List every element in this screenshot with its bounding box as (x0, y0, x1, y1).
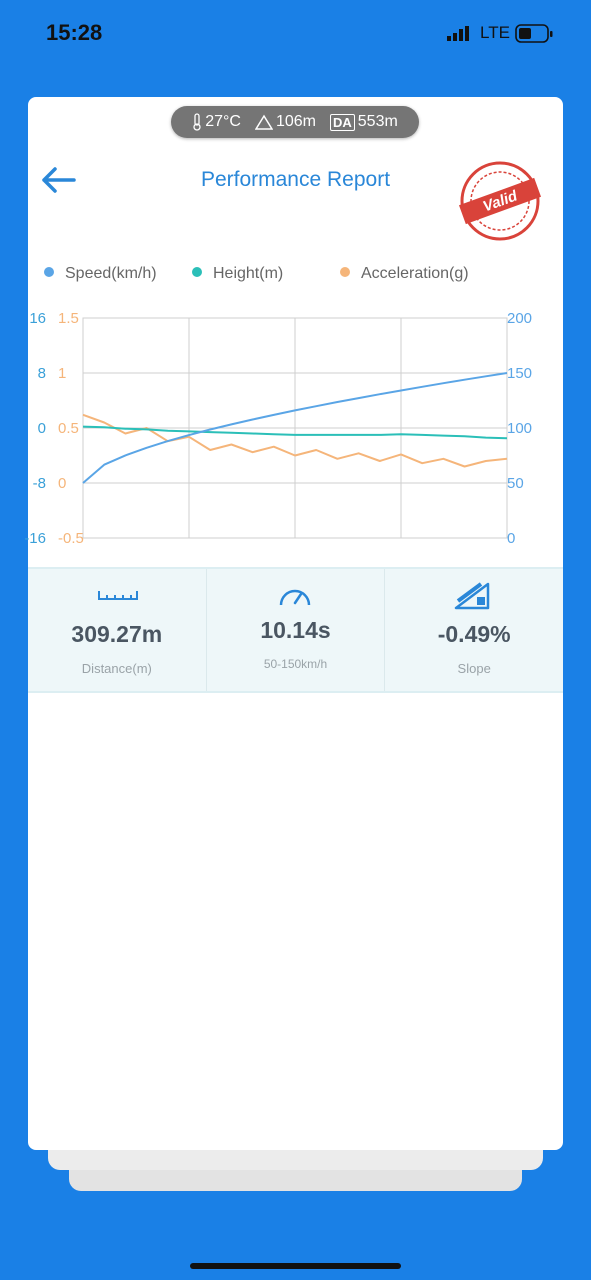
back-button[interactable] (40, 165, 80, 195)
stat-value: 309.27m (71, 621, 163, 647)
altitude-value: 106m (275, 113, 316, 130)
y2-tick-label: 0 (507, 530, 515, 547)
legend-label: Speed(km/h) (65, 265, 157, 282)
stat-label: Slope (457, 661, 491, 676)
series-line (82, 425, 508, 440)
y2-tick-label: 50 (507, 475, 524, 492)
y-tick-label: 1 (58, 365, 66, 382)
legend-label: Acceleration(g) (361, 265, 469, 282)
network-type: LTE (480, 23, 510, 42)
y3-tick-label: 16 (29, 310, 46, 327)
thermometer-icon (193, 113, 201, 131)
ruler-icon (98, 591, 138, 600)
y3-tick-label: -16 (24, 530, 46, 547)
stat-value: -0.49% (437, 621, 511, 647)
conditions-pill: 27°C 106m DA 553m (171, 106, 419, 138)
gauge-icon (279, 589, 310, 606)
y-tick-label: 1.5 (58, 310, 79, 327)
stat: 309.27m Distance(m) (28, 569, 207, 691)
battery-icon (515, 24, 553, 43)
stat-value: 10.14s (260, 617, 331, 643)
stat-label: Distance(m) (81, 661, 152, 676)
home-indicator (190, 1263, 401, 1269)
chart: 200 150 100 50 0 1.5 1 0.5 0 -0.5 16 8 0 -8 -16 Speed(k… (24, 265, 532, 547)
altitude: 106m (254, 113, 316, 131)
density-altitude: DA 553m (329, 113, 398, 131)
status-time: 15:28 (46, 20, 103, 45)
y-tick-label: -0.5 (58, 530, 84, 547)
y2-tick-label: 100 (507, 420, 532, 437)
stat-label: 50-150km/h (263, 657, 328, 671)
y3-tick-label: 0 (38, 420, 46, 437)
report-card: 27°C 106m DA 553m Performance Report Val… (28, 97, 563, 1150)
y2-tick-label: 200 (507, 310, 532, 327)
y3-tick-label: -8 (33, 475, 46, 492)
stats-panel: 309.27m Distance(m) 10.14s 50-150km/h -0… (28, 567, 563, 693)
temperature: 27°C (192, 113, 241, 131)
valid-stamp: Valid (458, 161, 542, 241)
signal-icon (447, 26, 469, 41)
y-tick-label: 0.5 (58, 420, 79, 437)
mountain-icon (254, 114, 273, 130)
legend-label: Height(m) (213, 265, 283, 282)
y2-tick-label: 150 (507, 365, 532, 382)
stat: -0.49% Slope (385, 569, 563, 691)
series-line (82, 413, 508, 468)
stat: 10.14s 50-150km/h (207, 569, 386, 691)
legend-marker (192, 267, 202, 277)
page-title: Performance Report (200, 168, 391, 191)
slope-icon (455, 582, 490, 610)
da-badge: DA (329, 113, 355, 131)
stacked-card (48, 1150, 543, 1170)
series-line (82, 372, 508, 484)
temperature-value: 27°C (205, 113, 241, 130)
density-altitude-value: 553m (357, 113, 398, 130)
legend-marker (340, 267, 350, 277)
legend-marker (44, 267, 54, 277)
y-tick-label: 0 (58, 475, 66, 492)
y3-tick-label: 8 (38, 365, 46, 382)
